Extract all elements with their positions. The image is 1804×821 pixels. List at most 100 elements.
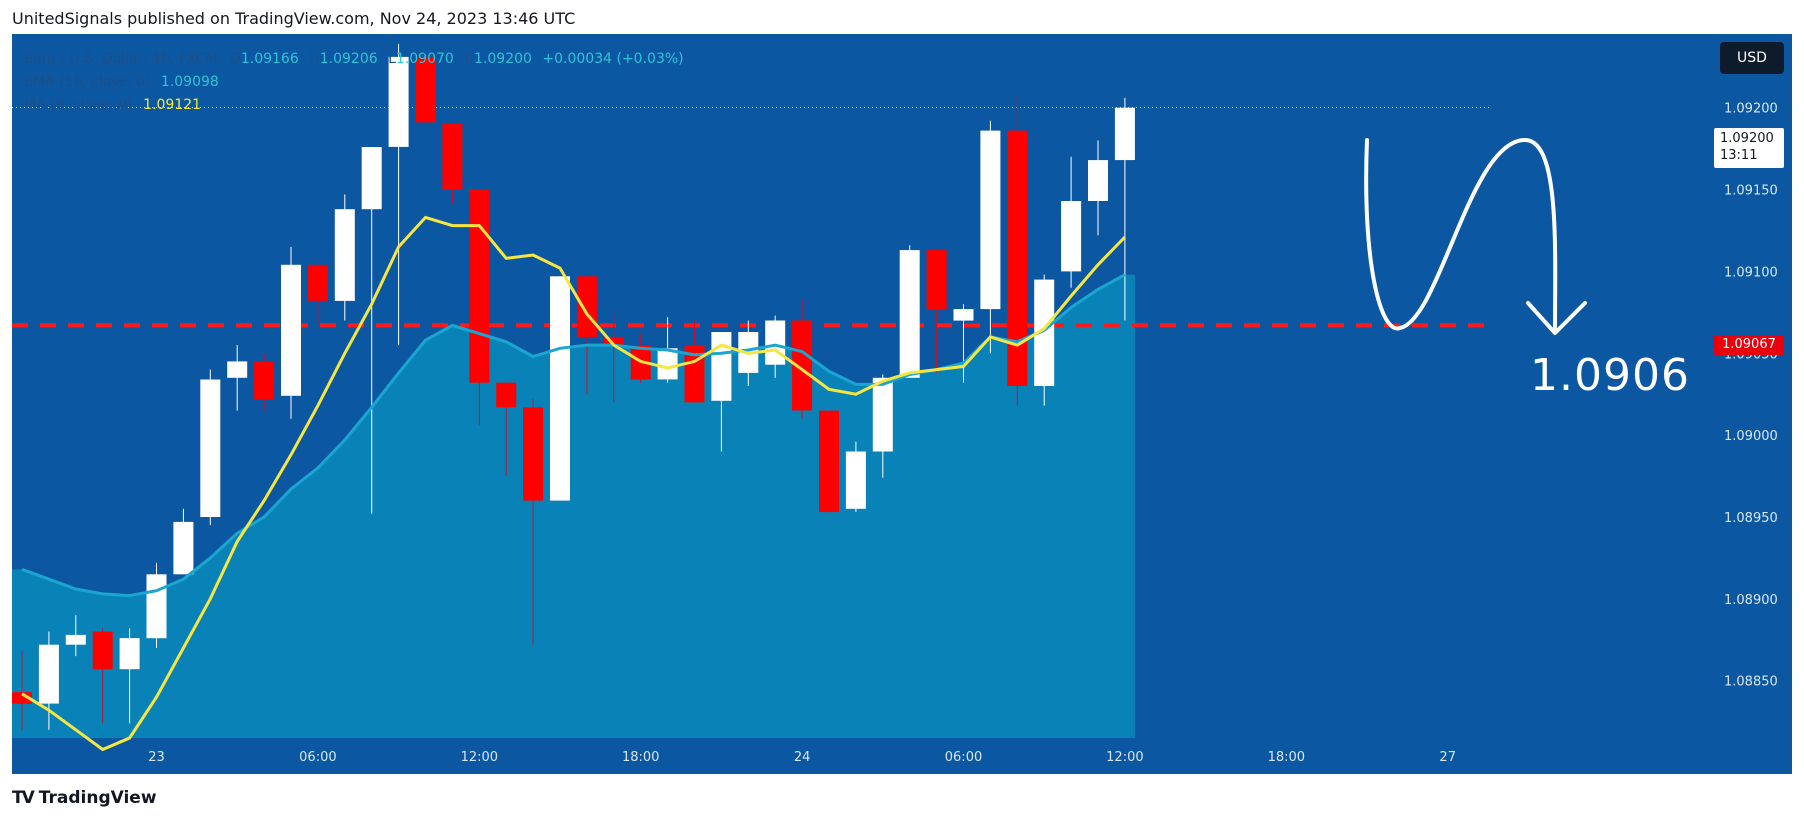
candle-body — [334, 209, 355, 301]
open-label: O — [229, 51, 241, 67]
candle — [173, 508, 194, 575]
candle — [1088, 140, 1108, 236]
candle — [334, 194, 355, 321]
high-label: H — [309, 51, 320, 67]
low-value: 1.09070 — [395, 51, 454, 67]
candle-body — [496, 382, 517, 408]
y-tick-label: 1.09150 — [1724, 184, 1778, 199]
y-tick-label: 1.08950 — [1724, 511, 1778, 526]
candle — [845, 441, 866, 513]
high-value: 1.09206 — [319, 51, 378, 67]
candle-body — [307, 264, 328, 301]
chart-legend: Euro / U.S. Dollar, 1h, FXCM O1.09166 H1… — [24, 48, 684, 117]
low-label: L — [388, 51, 396, 67]
symbol-name: Euro / U.S. Dollar, 1h, FXCM — [24, 51, 218, 67]
candle — [550, 276, 570, 501]
ema-area — [12, 274, 1135, 738]
candle — [307, 264, 328, 324]
brand-name: TradingView — [38, 788, 157, 808]
level-price-tag: 1.09067 — [1714, 335, 1784, 355]
candle — [146, 562, 167, 648]
candle-body — [792, 320, 813, 411]
close-label: C — [464, 51, 475, 67]
candle — [442, 124, 463, 205]
ma-line — [21, 215, 1126, 752]
x-tick-label: 18:00 — [622, 750, 659, 765]
candle-body — [388, 56, 409, 147]
candle — [415, 38, 436, 203]
candles-layer — [12, 38, 1135, 730]
candle-body — [469, 189, 490, 383]
candle-body — [119, 638, 140, 670]
target-annotation: 1.0906 — [1530, 350, 1690, 401]
candle-body — [1007, 130, 1028, 386]
last-price-value: 1.09200 — [1720, 131, 1774, 146]
candle-body — [173, 521, 194, 575]
candle — [953, 304, 974, 383]
candle — [1007, 94, 1028, 406]
x-tick-label: 06:00 — [945, 750, 982, 765]
candle — [1034, 274, 1055, 406]
x-tick-label: 06:00 — [299, 750, 336, 765]
candle-body — [872, 377, 893, 452]
candle — [92, 628, 113, 724]
candle-body — [361, 147, 382, 210]
candle-body — [603, 336, 624, 346]
y-tick-label: 1.09200 — [1724, 102, 1778, 117]
candle-body — [281, 264, 301, 396]
candle-body — [1061, 201, 1082, 272]
candle — [926, 250, 947, 373]
candle-body — [1034, 279, 1055, 386]
tradingview-logo-icon: TV — [12, 788, 35, 808]
candle-body — [200, 379, 221, 517]
candle-body — [38, 644, 59, 704]
price-axis: 1.092001.091501.091001.090501.090001.089… — [1724, 102, 1778, 690]
x-tick-label: 18:00 — [1268, 750, 1305, 765]
candle — [872, 374, 893, 478]
candle-body — [254, 361, 275, 400]
close-value: 1.09200 — [474, 51, 532, 67]
candle — [792, 299, 813, 419]
y-tick-label: 1.08850 — [1724, 675, 1778, 690]
bar-countdown: 13:11 — [1720, 148, 1758, 163]
candle — [281, 246, 301, 419]
indicator-lines-layer — [21, 215, 1126, 752]
y-tick-label: 1.08900 — [1724, 593, 1778, 608]
candle — [227, 345, 248, 411]
legend-ema-row: EMA (16, close, 0) 1.09098 — [24, 71, 684, 94]
ema-area-layer — [12, 274, 1135, 738]
candle — [388, 43, 409, 346]
ema-value: 1.09098 — [160, 74, 219, 90]
candle-body — [227, 361, 248, 378]
candle-body — [1114, 107, 1135, 161]
candle-body — [899, 250, 920, 378]
candle-body — [415, 56, 436, 123]
candle-body — [926, 250, 947, 309]
candle — [1061, 156, 1082, 288]
legend-ma-row: MA (9, close, 0) 1.09121 — [24, 94, 684, 117]
candle-body — [146, 574, 167, 639]
candle-body — [711, 332, 732, 401]
candle-body — [819, 410, 839, 513]
forecast-arrowhead — [1526, 301, 1587, 335]
candle — [523, 399, 544, 645]
x-tick-label: 27 — [1439, 750, 1456, 765]
candle-body — [442, 124, 463, 190]
x-tick-label: 12:00 — [461, 750, 498, 765]
candle — [12, 651, 32, 730]
candle — [1114, 97, 1135, 321]
candle-body — [523, 407, 544, 501]
candle — [980, 120, 1001, 354]
candle-body — [657, 348, 678, 380]
x-tick-label: 12:00 — [1106, 750, 1143, 765]
currency-button[interactable]: USD — [1720, 42, 1784, 74]
forecast-drawing-layer — [1364, 137, 1587, 335]
change-value: +0.00034 (+0.03%) — [542, 51, 684, 67]
candle — [603, 312, 624, 403]
ema-label: EMA (16, close, 0) — [24, 74, 151, 90]
candle-body — [12, 692, 32, 704]
legend-symbol-row: Euro / U.S. Dollar, 1h, FXCM O1.09166 H1… — [24, 48, 684, 71]
candle — [899, 245, 920, 378]
candle-body — [65, 634, 86, 645]
